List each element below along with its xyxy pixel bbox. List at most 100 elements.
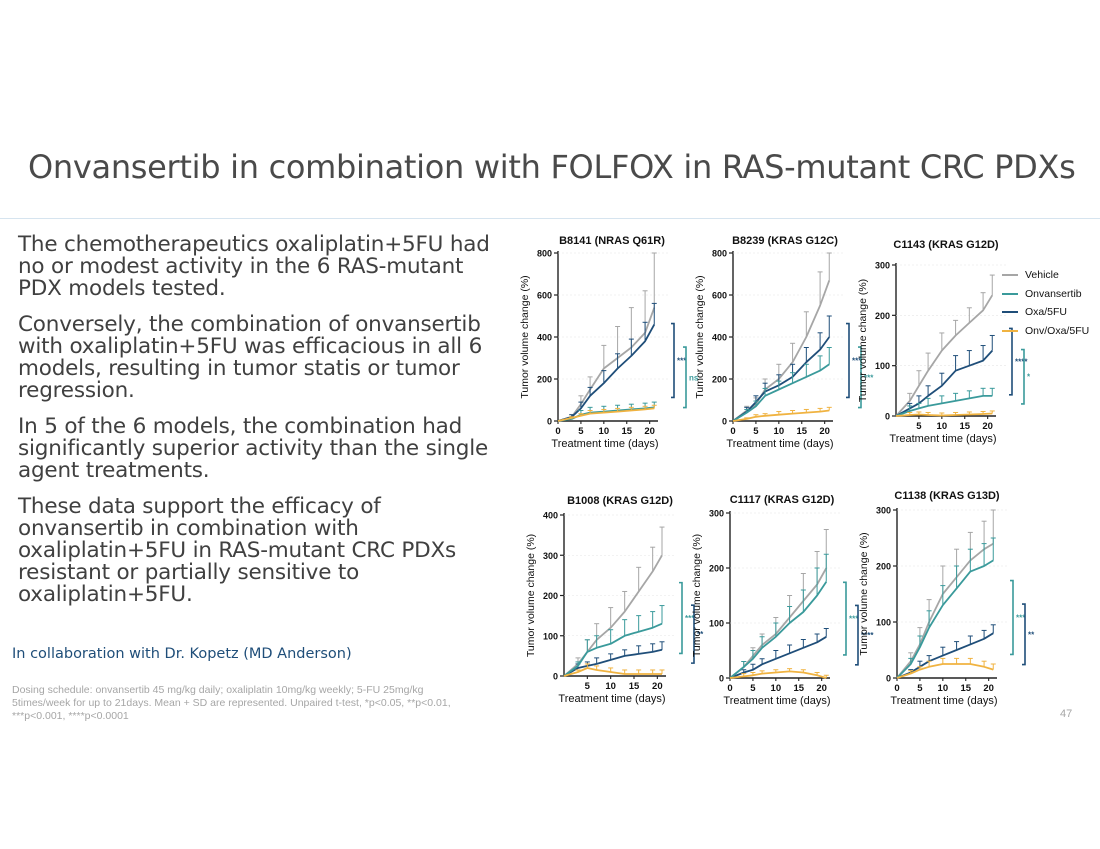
y-tick-label: 0	[547, 417, 552, 427]
legend-swatch-oxa-5fu	[1002, 311, 1018, 314]
series-line-vehicle	[732, 279, 831, 422]
significance-bracket	[691, 604, 695, 664]
x-tick-label: 10	[771, 683, 782, 694]
x-axis-label: Treatment time (days)	[726, 438, 833, 450]
x-axis-label: Treatment time (days)	[723, 695, 830, 707]
y-tick-label: 0	[719, 674, 724, 684]
x-tick-label: 10	[937, 421, 948, 432]
significance-bracket	[843, 581, 847, 656]
significance-bracket	[1009, 327, 1013, 396]
significance-bracket	[679, 581, 683, 655]
series-line-onv-oxa-5fu	[729, 670, 827, 679]
y-tick-label: 200	[712, 375, 727, 385]
significance-bracket	[683, 346, 687, 409]
y-tick-label: 0	[722, 417, 727, 427]
x-tick-label: 5	[750, 683, 756, 694]
x-axis-label: Treatment time (days)	[558, 693, 665, 705]
chart-c1138-kras-g13d: C1138 (KRAS G13D) 0 100 200 300 0 5 10 15 20Treat…	[858, 490, 1035, 707]
x-tick-label: 15	[959, 421, 970, 432]
series-line-onv-oxa-5fu	[895, 412, 993, 417]
legend-swatch-vehicle	[1002, 274, 1018, 277]
chart-legend: Vehicle Onvansertib Oxa/5FU Onv/Oxa/5FU	[1002, 266, 1098, 340]
bullet-paragraph: Conversely, the combination of onvansert…	[18, 312, 483, 403]
series-line-vehicle	[895, 294, 994, 417]
significance-bracket	[858, 346, 862, 409]
significance-bracket	[1021, 348, 1025, 405]
x-tick-label: 15	[960, 683, 971, 694]
x-tick-label: 15	[796, 426, 807, 437]
series-line-onvansertib	[896, 559, 994, 679]
series-line-vehicle	[896, 542, 994, 679]
significance-bracket	[855, 604, 859, 666]
y-tick-label: 200	[876, 562, 891, 572]
y-tick-label: 200	[537, 375, 552, 385]
significance-label: *	[1027, 373, 1031, 382]
y-axis-label: Tumor volume change (%)	[519, 275, 531, 398]
x-tick-label: 20	[982, 421, 993, 432]
y-tick-label: 400	[543, 511, 558, 521]
series-line-vehicle	[557, 307, 656, 422]
x-tick-label: 0	[730, 426, 735, 437]
series-line-onv-oxa-5fu	[563, 667, 662, 677]
legend-label-oxa-5fu: Oxa/5FU	[1025, 306, 1068, 319]
x-tick-label: 20	[819, 426, 830, 437]
legend-item-onv-oxa-5fu: Onv/Oxa/5FU	[1002, 322, 1098, 341]
x-tick-label: 10	[938, 683, 949, 694]
y-tick-label: 300	[709, 509, 724, 519]
significance-label: ***	[849, 615, 859, 624]
series-line-onvansertib	[729, 581, 828, 679]
x-axis-label: Treatment time (days)	[889, 433, 996, 445]
y-tick-label: 300	[875, 261, 890, 271]
significance-label: ns	[689, 373, 699, 382]
x-tick-label: 0	[894, 683, 899, 694]
chart-title: B1008 (KRAS G12D)	[567, 495, 673, 507]
significance-label: ***	[1016, 614, 1026, 623]
significance-label: **	[1028, 630, 1035, 639]
series-line-oxa-5fu	[895, 349, 993, 417]
significance-label: ****	[1015, 358, 1028, 367]
y-tick-label: 200	[709, 564, 724, 574]
x-tick-label: 0	[727, 683, 732, 694]
significance-label: ****	[861, 631, 874, 640]
series-line-oxa-5fu	[896, 632, 994, 679]
significance-label: **	[697, 630, 704, 639]
series-line-oxa-5fu	[557, 323, 656, 422]
y-tick-label: 0	[886, 674, 891, 684]
chart-title: C1143 (KRAS G12D)	[893, 239, 998, 251]
x-tick-label: 5	[753, 426, 759, 437]
x-tick-label: 15	[621, 426, 632, 437]
significance-bracket	[671, 322, 675, 399]
series-line-oxa-5fu	[563, 648, 663, 677]
y-tick-label: 800	[712, 249, 727, 259]
series-line-onv-oxa-5fu	[732, 409, 830, 422]
series-line-onvansertib	[732, 363, 830, 422]
y-tick-label: 0	[885, 412, 890, 422]
significance-label: ***	[852, 357, 862, 366]
title-divider	[0, 218, 1100, 219]
y-tick-label: 100	[543, 631, 558, 641]
x-tick-label: 15	[629, 681, 640, 692]
y-tick-label: 200	[875, 311, 890, 321]
y-axis-label: Tumor volume change (%)	[857, 279, 869, 402]
x-tick-label: 10	[605, 681, 616, 692]
legend-label-onv-oxa-5fu: Onv/Oxa/5FU	[1025, 324, 1090, 337]
collaboration-note: In collaboration with Dr. Kopetz (MD And…	[12, 646, 352, 662]
y-tick-label: 100	[709, 619, 724, 629]
x-tick-label: 20	[983, 683, 994, 694]
chart-title: B8141 (NRAS Q61R)	[559, 235, 665, 247]
legend-swatch-onv-oxa-5fu	[1002, 329, 1018, 332]
y-tick-label: 800	[537, 249, 552, 259]
significance-bracket	[1022, 603, 1026, 666]
dosing-footnote: Dosing schedule: onvansertib 45 mg/kg da…	[12, 684, 451, 722]
series-line-oxa-5fu	[729, 636, 827, 679]
y-axis-label: Tumor volume change (%)	[525, 534, 537, 657]
y-tick-label: 400	[537, 333, 552, 343]
x-tick-label: 10	[774, 426, 785, 437]
page-number: 47	[1060, 708, 1073, 720]
chart-b8239-kras-g12c: B8239 (KRAS G12C) 0 200 400 600 800 0 5 10 15 20Tr…	[694, 235, 874, 450]
y-tick-label: 600	[712, 291, 727, 301]
series-line-onvansertib	[563, 622, 663, 677]
y-axis-label: Tumor volume change (%)	[858, 532, 870, 655]
x-tick-label: 20	[816, 683, 827, 694]
